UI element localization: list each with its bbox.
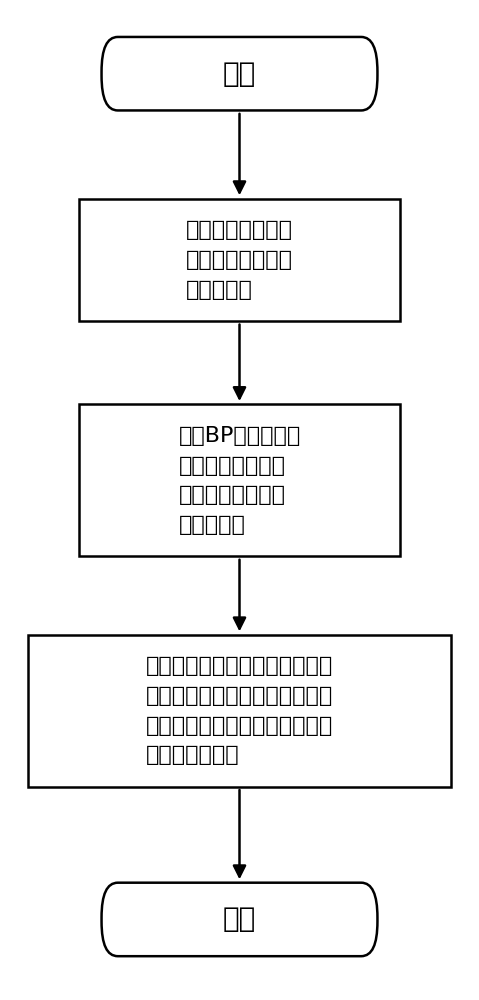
Bar xyxy=(79,199,400,321)
Text: 基于BP神经网络解
决液相锂离子浓度
分布问题，优化单
粒子模型。: 基于BP神经网络解 决液相锂离子浓度 分布问题，优化单 粒子模型。 xyxy=(178,426,301,535)
FancyBboxPatch shape xyxy=(102,883,377,956)
Text: 开始: 开始 xyxy=(223,60,256,88)
Bar xyxy=(79,404,400,556)
Text: 结束: 结束 xyxy=(223,905,256,933)
Text: 根据锂离子电池电
化学机理，建立单
粒子模型。: 根据锂离子电池电 化学机理，建立单 粒子模型。 xyxy=(186,220,293,300)
FancyBboxPatch shape xyxy=(102,37,377,110)
Text: 以安时法公式为状态方程，扩展
单粒子模型推出观测方程，采用
无迹卡尔曼滤波实现电池荷电状
态的在线估计。: 以安时法公式为状态方程，扩展 单粒子模型推出观测方程，采用 无迹卡尔曼滤波实现电… xyxy=(146,656,333,765)
Bar xyxy=(28,635,451,787)
